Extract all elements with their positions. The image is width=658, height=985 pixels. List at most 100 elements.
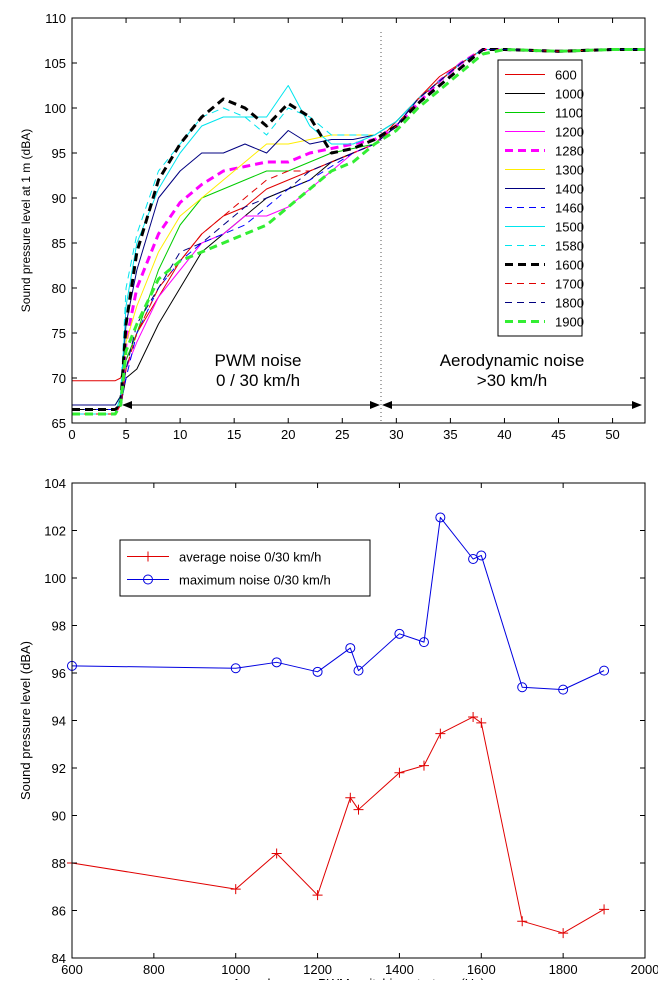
legend-marker — [143, 574, 153, 585]
y-tick-label: 100 — [44, 571, 66, 586]
y-tick-label: 96 — [52, 666, 66, 681]
y-tick-label: 90 — [52, 809, 66, 824]
data-point — [435, 512, 446, 523]
data-point — [517, 916, 528, 927]
x-tick-label: 1200 — [303, 962, 332, 977]
data-point — [230, 663, 241, 674]
x-tick-label: 800 — [143, 962, 165, 977]
x-tick-label: 35 — [443, 427, 457, 442]
data-point — [468, 711, 479, 722]
data-point — [394, 767, 405, 778]
x-tick-label: 50 — [605, 427, 619, 442]
data-point — [230, 884, 241, 895]
data-point — [394, 628, 405, 639]
data-point — [517, 682, 528, 693]
annotation: 0 / 30 km/h — [216, 371, 300, 390]
data-point — [345, 643, 356, 654]
y-axis-label: Sound pressure level at 1 m (dBA) — [19, 129, 33, 312]
legend-label: 1000 — [555, 87, 584, 102]
y-tick-label: 92 — [52, 761, 66, 776]
data-point — [418, 760, 429, 771]
data-point — [312, 890, 323, 901]
data-point — [558, 928, 569, 939]
x-tick-label: 10 — [173, 427, 187, 442]
legend-box — [119, 539, 371, 597]
y-tick-label: 88 — [52, 856, 66, 871]
y-tick-label: 86 — [52, 904, 66, 919]
x-tick-label: 0 — [68, 427, 75, 442]
legend-label: average noise 0/30 km/h — [179, 550, 321, 565]
legend-label: 1400 — [555, 182, 584, 197]
data-point — [558, 684, 569, 695]
y-tick-label: 84 — [52, 951, 66, 966]
x-axis-label: Asynchronous PWM switching strategy (Hz) — [232, 976, 485, 980]
data-point — [599, 665, 610, 676]
legend-label: maximum noise 0/30 km/h — [179, 573, 331, 588]
x-tick-label: 40 — [497, 427, 511, 442]
x-tick-label: 1000 — [221, 962, 250, 977]
legend-label: 1300 — [555, 163, 584, 178]
data-point — [599, 904, 610, 915]
y-tick-label: 104 — [44, 476, 66, 491]
legend-box — [497, 59, 583, 337]
y-tick-label: 102 — [44, 524, 66, 539]
x-tick-label: 1600 — [467, 962, 496, 977]
annotation: >30 km/h — [477, 371, 547, 390]
data-point — [476, 550, 487, 561]
y-tick-label: 98 — [52, 619, 66, 634]
legend-label: 1800 — [555, 296, 584, 311]
y-tick-label: 110 — [45, 11, 66, 26]
data-point — [271, 657, 282, 668]
data-point — [271, 848, 282, 859]
y-tick-label: 94 — [52, 714, 66, 729]
y-tick-label: 105 — [44, 56, 66, 71]
plot-frame — [71, 17, 646, 424]
series-line — [71, 516, 605, 691]
legend-label: 1900 — [555, 315, 584, 330]
data-point — [312, 666, 323, 677]
data-point — [468, 554, 479, 564]
annotation: PWM noise — [215, 351, 302, 370]
data-point — [353, 804, 364, 815]
x-tick-label: 1800 — [549, 962, 578, 977]
y-tick-label: 65 — [52, 416, 66, 431]
x-tick-label: 45 — [551, 427, 565, 442]
x-tick-label: 20 — [281, 427, 295, 442]
legend-label: 1200 — [555, 125, 584, 140]
y-axis-label: Sound pressure level (dBA) — [18, 641, 33, 800]
y-tick-label: 100 — [44, 101, 66, 116]
legend-label: 1600 — [555, 258, 584, 273]
annotation: Aerodynamic noise — [440, 351, 585, 370]
x-tick-label: 2000 — [631, 962, 658, 977]
y-tick-label: 80 — [52, 281, 66, 296]
y-tick-label: 85 — [52, 236, 66, 251]
legend-label: 1700 — [555, 277, 584, 292]
legend-label: 1500 — [555, 220, 584, 235]
data-point — [476, 717, 487, 728]
data-point — [418, 637, 429, 648]
y-tick-label: 70 — [52, 371, 66, 386]
x-tick-label: 30 — [389, 427, 403, 442]
data-point — [435, 728, 446, 739]
legend-label: 1460 — [555, 201, 584, 216]
x-tick-label: 5 — [122, 427, 129, 442]
series-line — [72, 49, 645, 415]
series-line — [72, 49, 645, 406]
series-line — [72, 48, 645, 416]
data-point — [345, 792, 356, 803]
legend-label: 600 — [555, 68, 577, 83]
y-tick-label: 75 — [52, 326, 66, 341]
y-tick-label: 95 — [52, 146, 66, 161]
x-tick-label: 600 — [61, 962, 83, 977]
x-tick-label: 15 — [227, 427, 241, 442]
legend-label: 1280 — [555, 144, 584, 159]
x-tick-label: 1400 — [385, 962, 414, 977]
series-line — [71, 716, 605, 934]
y-tick-label: 90 — [52, 191, 66, 206]
x-tick-label: 25 — [335, 427, 349, 442]
data-point — [353, 665, 364, 676]
legend-label: 1580 — [555, 239, 584, 254]
legend-label: 1100 — [555, 106, 583, 121]
legend-marker — [143, 551, 153, 562]
